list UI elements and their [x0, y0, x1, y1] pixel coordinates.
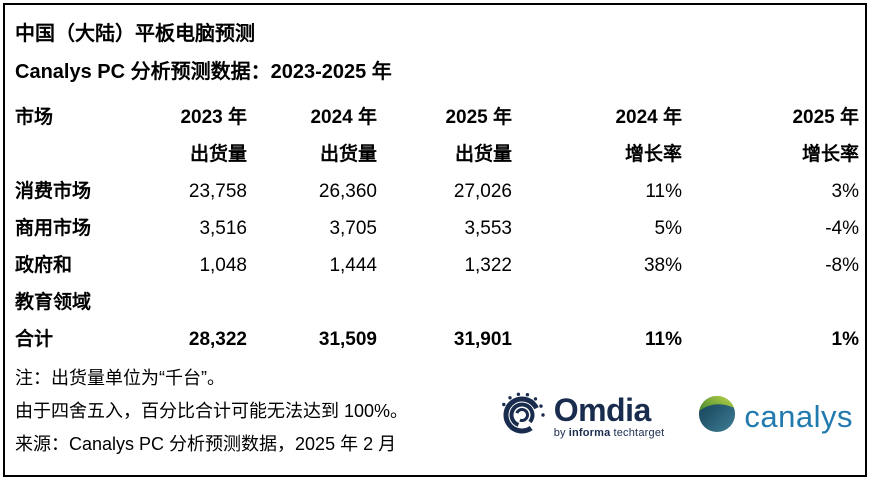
table-row-total: 合计 28,322 31,509 31,901 11% 1% [15, 321, 859, 358]
cell-value: 3,553 [464, 218, 512, 239]
cell-value: 1,048 [199, 255, 247, 276]
forecast-card: 中国（大陆）平板电脑预测 Canalys PC 分析预测数据：2023-2025… [3, 3, 867, 477]
cell-value: 3,516 [199, 218, 247, 239]
column-header-2025-growth: 2025 年 增长率 [682, 99, 859, 173]
canalys-logo: canalys [698, 395, 853, 438]
cell-value: 11% [645, 181, 682, 202]
omdia-icon [496, 388, 548, 445]
cell-value: 3,705 [329, 218, 377, 239]
report-title: 中国（大陆）平板电脑预测 Canalys PC 分析预测数据：2023-2025… [15, 15, 857, 91]
cell-value: 27,026 [453, 181, 512, 202]
table-row-commercial: 商用市场 3,516 3,705 3,553 5% -4% [15, 210, 859, 247]
cell-value: 23,758 [188, 181, 247, 202]
omdia-wordmark: Omdia [553, 392, 652, 428]
column-header-label: 市场 [15, 107, 54, 128]
column-header-label: 2023 年 [180, 107, 247, 128]
omdia-tagline: by informa techtarget [553, 427, 665, 439]
column-header-label: 2024 年 [310, 107, 377, 128]
cell-value: 1% [831, 329, 859, 350]
omdia-logo: Omdia by informa techtarget [496, 388, 665, 445]
cell-value: 31,509 [318, 329, 377, 350]
table-row-government-education: 政府和 教育领域 1,048 1,444 1,322 38% -8% [15, 247, 859, 321]
cell-value: -4% [825, 218, 859, 239]
cell-value: 1,322 [464, 255, 512, 276]
logo-strip: Omdia by informa techtarget [496, 388, 853, 445]
title-line-2: Canalys PC 分析预测数据：2023-2025 年 [15, 61, 392, 83]
column-header-label: 2025 年 [792, 107, 859, 128]
canalys-sphere-icon [698, 395, 736, 438]
canalys-wordmark: canalys [744, 399, 853, 434]
cell-value: 3% [831, 181, 859, 202]
cell-value: 26,360 [318, 181, 377, 202]
column-header-2025-shipments: 2025 年 出货量 [377, 99, 512, 173]
market-name: 商用市场 [15, 218, 92, 239]
table-header-row: 市场 2023 年 出货量 2024 年 出货量 2025 年 出货量 2024… [15, 99, 859, 173]
footnote-unit: 注：出货量单位为“千台”。 [15, 368, 225, 388]
footnotes: 注：出货量单位为“千台”。 由于四舍五入，百分比合计可能无法达到 100%。 来… [15, 362, 857, 461]
column-header-sublabel: 增长率 [624, 144, 682, 165]
footnote-source: 来源：Canalys PC 分析预测数据，2025 年 2 月 [15, 434, 397, 454]
column-header-label: 2024 年 [615, 107, 682, 128]
column-header-2024-growth: 2024 年 增长率 [512, 99, 682, 173]
market-name: 合计 [15, 329, 54, 350]
title-line-1: 中国（大陆）平板电脑预测 [15, 23, 255, 45]
forecast-table: 市场 2023 年 出货量 2024 年 出货量 2025 年 出货量 2024… [15, 99, 859, 358]
column-header-sublabel: 出货量 [454, 144, 512, 165]
cell-value: -8% [825, 255, 859, 276]
cell-value: 28,322 [188, 329, 247, 350]
cell-value: 1,444 [329, 255, 377, 276]
cell-value: 5% [654, 218, 682, 239]
column-header-market: 市场 [15, 99, 155, 173]
column-header-sublabel: 增长率 [801, 144, 859, 165]
footnote-rounding: 由于四舍五入，百分比合计可能无法达到 100%。 [15, 401, 409, 421]
cell-value: 31,901 [453, 329, 512, 350]
column-header-sublabel: 出货量 [189, 144, 247, 165]
table-row-consumer: 消费市场 23,758 26,360 27,026 11% 3% [15, 173, 859, 210]
column-header-label: 2025 年 [445, 107, 512, 128]
market-name: 消费市场 [15, 181, 92, 202]
cell-value: 38% [643, 255, 682, 276]
cell-value: 11% [645, 329, 682, 350]
column-header-2024-shipments: 2024 年 出货量 [247, 99, 377, 173]
column-header-2023-shipments: 2023 年 出货量 [155, 99, 247, 173]
column-header-sublabel: 出货量 [319, 144, 377, 165]
market-name: 政府和 教育领域 [15, 255, 92, 313]
